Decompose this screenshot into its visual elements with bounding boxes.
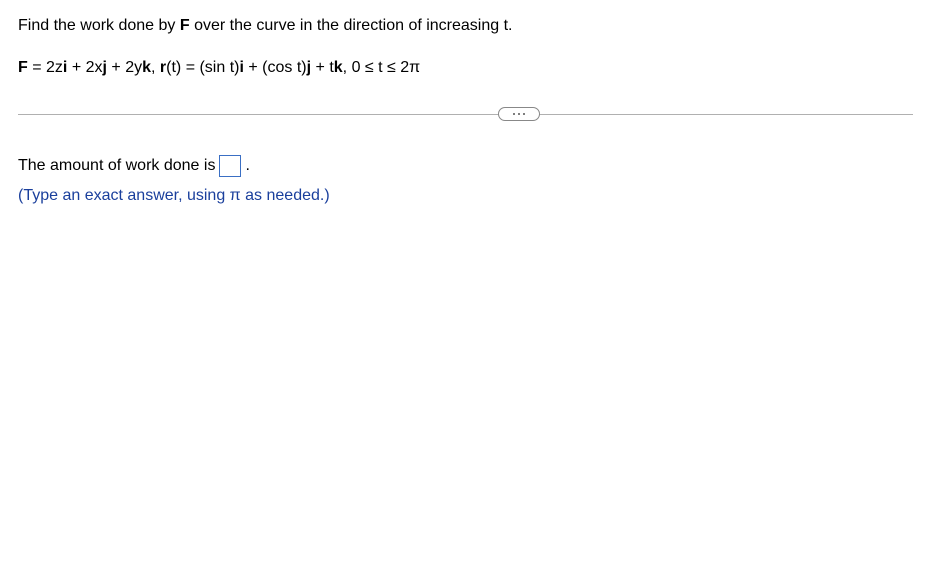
- eq-part3: + 2y: [107, 59, 142, 76]
- eq-k2: k: [334, 59, 343, 76]
- answer-line-1: The amount of work done is .: [18, 154, 913, 178]
- prompt-bold-F: F: [180, 17, 190, 34]
- eq-part6: + t: [311, 59, 334, 76]
- dot-icon: [513, 113, 515, 115]
- eq-part5: + (cos t): [244, 59, 307, 76]
- equation-line: F = 2zi + 2xj + 2yk, r(t) = (sin t)i + (…: [18, 56, 913, 80]
- prompt-prefix: Find the work done by: [18, 17, 180, 34]
- eq-F: F: [18, 59, 28, 76]
- expand-button[interactable]: [498, 107, 540, 121]
- eq-part1: = 2z: [28, 59, 63, 76]
- eq-part4: (t) = (sin t): [166, 59, 239, 76]
- eq-k: k: [142, 59, 151, 76]
- section-divider: [18, 106, 913, 122]
- question-prompt: Find the work done by F over the curve i…: [18, 14, 913, 38]
- dot-icon: [523, 113, 525, 115]
- eq-comma: ,: [151, 59, 160, 76]
- divider-line: [18, 114, 913, 115]
- answer-text: The amount of work done is: [18, 154, 215, 178]
- eq-range: , 0 ≤ t ≤ 2π: [343, 59, 421, 76]
- answer-hint: (Type an exact answer, using π as needed…: [18, 184, 913, 208]
- dot-icon: [518, 113, 520, 115]
- answer-period: .: [245, 154, 249, 178]
- prompt-suffix: over the curve in the direction of incre…: [190, 17, 513, 34]
- eq-part2: + 2x: [67, 59, 102, 76]
- answer-input[interactable]: [219, 155, 241, 177]
